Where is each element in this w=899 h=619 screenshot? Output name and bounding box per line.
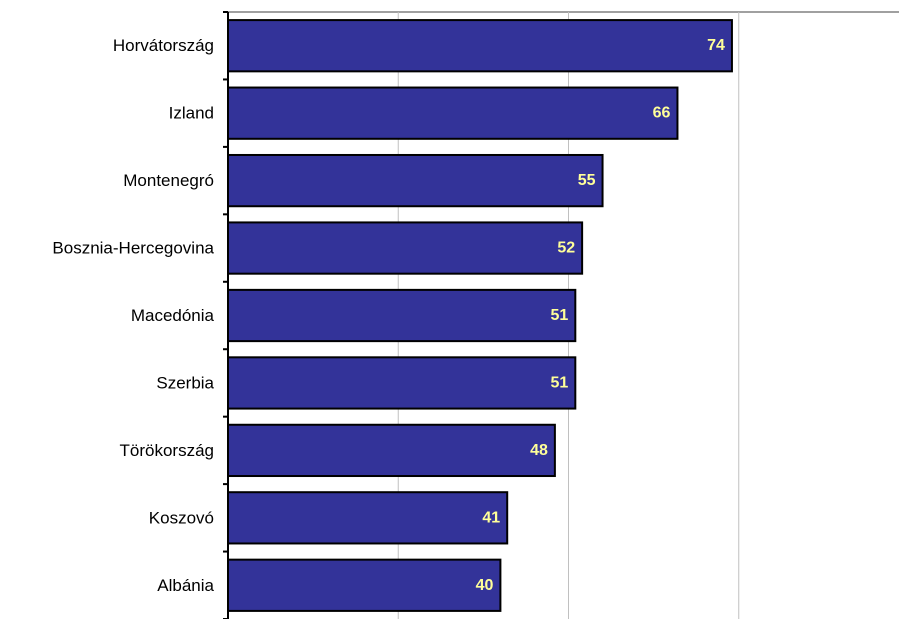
category-label: Montenegró xyxy=(123,171,214,190)
value-label: 41 xyxy=(482,509,500,526)
value-label: 74 xyxy=(707,37,725,54)
bar-0 xyxy=(227,19,733,73)
category-label: Szerbia xyxy=(156,373,214,392)
y-axis-ticks xyxy=(223,11,228,619)
value-label: 66 xyxy=(653,105,671,122)
bar-2 xyxy=(227,153,604,208)
category-labels: Horvátország Izland Montenegró Bosznia-Herc… xyxy=(52,36,214,595)
category-label: Macedónia xyxy=(131,306,215,325)
bar-7 xyxy=(227,491,509,545)
bars-group xyxy=(227,19,733,612)
category-label: Izland xyxy=(169,104,214,123)
value-label: 40 xyxy=(476,577,494,594)
value-label: 51 xyxy=(551,307,569,324)
category-label: Törökország xyxy=(120,441,214,460)
value-label: 52 xyxy=(557,240,575,257)
category-label: Koszovó xyxy=(149,508,214,527)
bar-6 xyxy=(227,423,556,478)
value-label: 51 xyxy=(551,374,569,391)
category-label: Bosznia-Hercegovina xyxy=(52,239,214,258)
bar-4 xyxy=(227,288,577,343)
bar-3 xyxy=(227,221,584,275)
category-label: Horvátország xyxy=(113,36,214,55)
bar-5 xyxy=(227,356,577,410)
bar-1 xyxy=(227,86,679,140)
value-label: 48 xyxy=(530,442,548,459)
value-labels: 74 66 55 52 51 51 48 41 40 xyxy=(476,37,725,594)
bar-8 xyxy=(227,558,502,612)
category-label: Albánia xyxy=(157,576,214,595)
value-label: 55 xyxy=(578,172,596,189)
